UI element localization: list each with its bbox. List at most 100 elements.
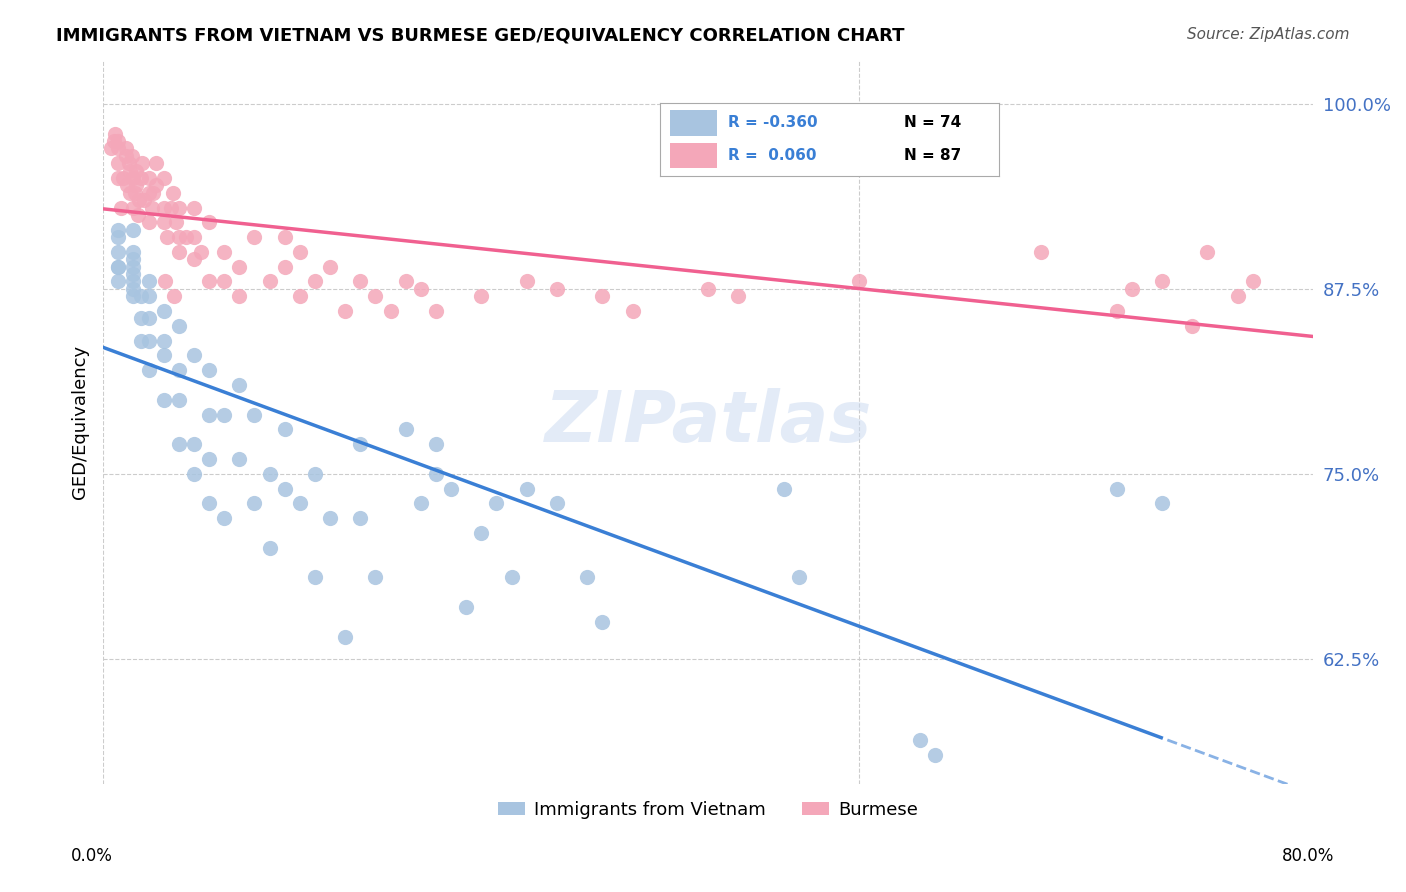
Point xyxy=(1197,244,1219,259)
Point xyxy=(138,170,160,185)
Point xyxy=(259,541,281,555)
Point xyxy=(591,615,613,629)
Point xyxy=(576,570,599,584)
Point xyxy=(848,275,870,289)
Point xyxy=(183,252,205,267)
Point xyxy=(128,193,150,207)
Point xyxy=(772,482,794,496)
Point xyxy=(591,289,613,303)
Point xyxy=(107,141,129,155)
Point xyxy=(349,437,371,451)
Point xyxy=(395,422,418,436)
Point xyxy=(122,170,145,185)
Point xyxy=(456,599,478,614)
Point xyxy=(183,437,205,451)
Point xyxy=(190,244,212,259)
Point xyxy=(470,289,492,303)
Point xyxy=(141,201,163,215)
Point xyxy=(167,392,190,407)
Point xyxy=(349,511,371,525)
Point xyxy=(167,318,190,333)
Point xyxy=(1150,496,1173,510)
Point xyxy=(167,244,190,259)
Point xyxy=(697,282,720,296)
Point xyxy=(138,311,160,326)
Point xyxy=(288,496,311,510)
Point xyxy=(304,570,326,584)
Point xyxy=(138,334,160,348)
Point xyxy=(107,134,129,148)
Point xyxy=(183,201,205,215)
Point xyxy=(145,156,167,170)
Point xyxy=(470,525,492,540)
Point xyxy=(122,223,145,237)
Point xyxy=(273,230,295,244)
Point xyxy=(212,244,235,259)
Text: 80.0%: 80.0% xyxy=(1281,847,1334,865)
Point xyxy=(1226,289,1249,303)
Point xyxy=(349,275,371,289)
Point xyxy=(621,304,644,318)
Point xyxy=(288,289,311,303)
Point xyxy=(259,467,281,481)
Point xyxy=(129,334,152,348)
Point xyxy=(152,348,174,362)
Point xyxy=(212,408,235,422)
Point xyxy=(908,733,931,747)
Point xyxy=(273,260,295,274)
Text: IMMIGRANTS FROM VIETNAM VS BURMESE GED/EQUIVALENCY CORRELATION CHART: IMMIGRANTS FROM VIETNAM VS BURMESE GED/E… xyxy=(56,27,904,45)
Point xyxy=(288,244,311,259)
Point xyxy=(425,437,447,451)
Point xyxy=(122,252,145,267)
Point xyxy=(727,289,749,303)
Point xyxy=(152,334,174,348)
Point xyxy=(107,244,129,259)
Point xyxy=(152,201,174,215)
Point xyxy=(111,170,134,185)
Point xyxy=(546,282,568,296)
Point xyxy=(243,496,266,510)
Point xyxy=(167,437,190,451)
Point xyxy=(319,511,342,525)
Point xyxy=(1181,318,1204,333)
Point xyxy=(125,163,148,178)
Point xyxy=(1150,275,1173,289)
Text: ZIPatlas: ZIPatlas xyxy=(544,387,872,457)
Point xyxy=(333,304,356,318)
Point xyxy=(516,275,538,289)
Point xyxy=(138,215,160,229)
Point xyxy=(183,467,205,481)
Point xyxy=(924,747,946,762)
Point xyxy=(228,289,250,303)
Point xyxy=(129,289,152,303)
Point xyxy=(787,570,810,584)
Point xyxy=(122,244,145,259)
Point xyxy=(380,304,402,318)
Point xyxy=(167,201,190,215)
Point xyxy=(145,178,167,193)
Point xyxy=(107,223,129,237)
Point xyxy=(107,156,129,170)
Point xyxy=(425,304,447,318)
Point xyxy=(122,267,145,281)
Text: 0.0%: 0.0% xyxy=(70,847,112,865)
Point xyxy=(120,186,142,200)
Point xyxy=(304,275,326,289)
Point xyxy=(120,163,142,178)
Point xyxy=(138,289,160,303)
Point xyxy=(138,363,160,377)
Point xyxy=(243,230,266,244)
Point xyxy=(156,230,179,244)
Point xyxy=(114,149,136,163)
Point xyxy=(100,141,122,155)
Point xyxy=(107,230,129,244)
Point xyxy=(160,201,183,215)
Point xyxy=(110,201,132,215)
Point xyxy=(1105,304,1128,318)
Point xyxy=(114,141,136,155)
Point xyxy=(167,230,190,244)
Point xyxy=(117,178,139,193)
Point xyxy=(152,215,174,229)
Point xyxy=(127,208,149,222)
Point xyxy=(198,452,221,467)
